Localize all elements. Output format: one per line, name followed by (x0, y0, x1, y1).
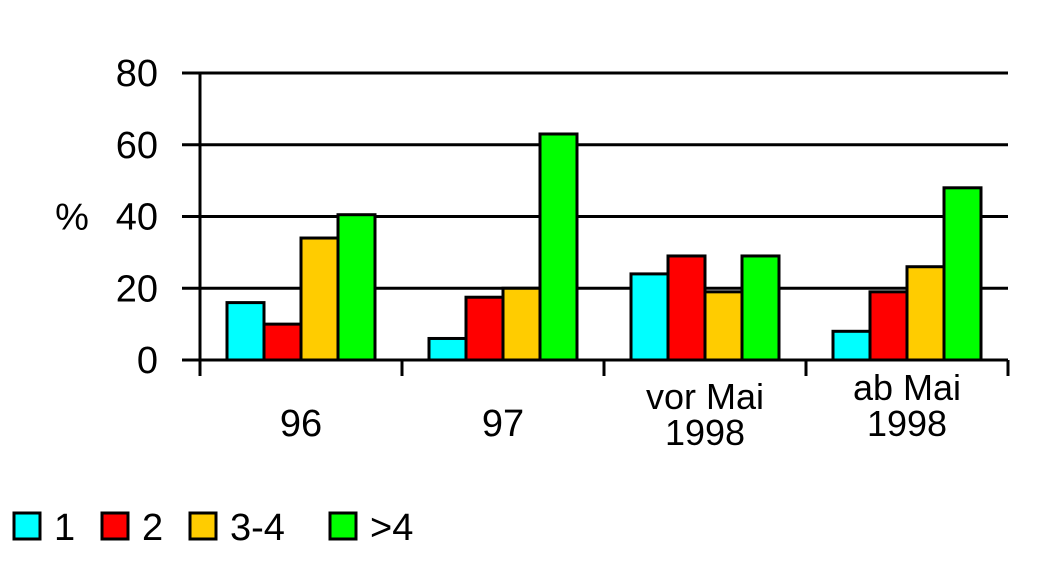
x-tick-label: vor Mai (646, 376, 764, 417)
legend-swatch-3-4 (188, 511, 218, 541)
x-tick-label: ab Mai (853, 367, 961, 408)
bar-3-4 (905, 265, 946, 362)
legend-swatch->4 (328, 511, 358, 541)
bar-2 (666, 254, 707, 362)
bar->4 (538, 132, 579, 362)
bar-1 (629, 272, 670, 362)
legend-label: 1 (54, 507, 75, 549)
legend-label: 3-4 (230, 507, 285, 549)
legend-label: 2 (142, 507, 163, 549)
y-tick-label: 20 (116, 268, 158, 310)
legend-swatch-1 (12, 511, 42, 541)
bar->4 (740, 254, 781, 362)
y-tick-label: 80 (116, 53, 158, 95)
y-axis-label: % (55, 197, 89, 239)
bar->4 (942, 186, 983, 362)
legend-label: >4 (370, 507, 413, 549)
y-tick-label: 40 (116, 197, 158, 239)
bar-2 (868, 290, 909, 362)
y-tick-label: 0 (137, 340, 158, 382)
bar-3-4 (501, 286, 542, 362)
x-tick-label: 96 (280, 403, 322, 445)
bar->4 (336, 213, 377, 362)
x-tick-label: 1998 (665, 412, 745, 453)
y-tick-label: 60 (116, 125, 158, 167)
bar-1 (831, 329, 872, 362)
bar-1 (427, 336, 468, 362)
bar-2 (262, 322, 303, 362)
legend-swatch-2 (100, 511, 130, 541)
bar-3-4 (299, 236, 340, 362)
bar-3-4 (703, 290, 744, 362)
x-tick-label: 1998 (867, 403, 947, 444)
bar-2 (464, 295, 505, 362)
x-tick-label: 97 (482, 403, 524, 445)
bar-1 (225, 301, 266, 362)
